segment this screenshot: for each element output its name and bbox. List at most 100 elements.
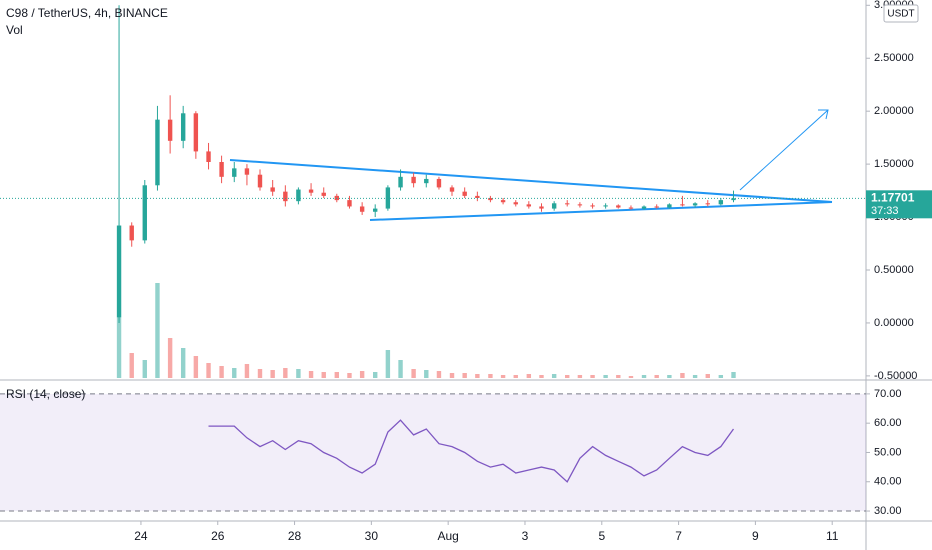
- volume-bar: [590, 375, 595, 378]
- volume-bar: [462, 373, 467, 378]
- candle-body: [257, 174, 263, 188]
- volume-bar: [180, 348, 186, 378]
- x-tick-label: 30: [365, 529, 379, 543]
- currency[interactable]: USDT: [887, 9, 914, 20]
- candle-body: [462, 191, 467, 196]
- trendline-lower: [369, 201, 833, 221]
- y-tick-label: 50.00: [874, 446, 902, 458]
- x-tick-label: 28: [288, 529, 302, 543]
- candle-body: [398, 176, 403, 188]
- y-tick-label: 60.00: [874, 417, 902, 429]
- candle-body: [731, 198, 736, 201]
- volume-bar: [565, 375, 570, 378]
- volume-bar: [347, 373, 352, 378]
- candle-body: [488, 198, 493, 201]
- y-tick-label: 0.00000: [874, 317, 914, 329]
- candle-body: [718, 200, 724, 205]
- volume-bar: [129, 353, 134, 378]
- y-tick-label: 30.00: [874, 505, 902, 517]
- y-tick-label: 0.50000: [874, 264, 914, 276]
- volume-bar: [321, 372, 326, 378]
- candle-body: [590, 205, 595, 207]
- volume-bar: [436, 371, 442, 378]
- candle-body: [270, 187, 275, 192]
- volume-bar: [155, 283, 160, 378]
- x-tick-label: 3: [522, 529, 529, 543]
- candle-body: [628, 207, 634, 209]
- arrow-head: [818, 109, 829, 120]
- volume-bar: [232, 368, 237, 378]
- candle-body: [705, 203, 710, 205]
- volume-bar: [373, 372, 378, 378]
- candle-body: [347, 200, 352, 207]
- volume-bar: [398, 360, 403, 378]
- last-price-box: [866, 190, 932, 219]
- x-tick-label: 24: [134, 529, 148, 543]
- x-tick-label: 7: [675, 529, 682, 543]
- volume-bar: [539, 375, 544, 378]
- candle-body: [308, 189, 314, 193]
- y-tick-label: 2.50000: [874, 52, 914, 64]
- projection-arrow: [739, 109, 829, 191]
- candle-body: [436, 178, 442, 188]
- currency-badge[interactable]: [883, 4, 919, 23]
- volume-bar: [219, 366, 224, 378]
- candle-body: [616, 205, 621, 208]
- volume-bar: [308, 371, 314, 378]
- volume-bar: [705, 374, 710, 378]
- countdown: 37:33: [871, 205, 899, 217]
- candle-body: [321, 192, 326, 196]
- volume-bar: [616, 375, 621, 378]
- volume-bar: [296, 369, 301, 378]
- volume-label: Vol: [6, 23, 23, 37]
- symbol-title: C98 / TetherUS, 4h, BINANCE: [6, 6, 168, 20]
- candle-body: [142, 185, 147, 241]
- volume-bar: [667, 375, 672, 378]
- candle-body: [219, 162, 224, 177]
- last-price-label: 1.17701: [871, 190, 915, 204]
- candle-body: [577, 204, 583, 206]
- rsi-line: [208, 419, 735, 483]
- candle-body: [296, 189, 301, 202]
- volume-bar: [206, 363, 211, 378]
- volume-bar: [475, 374, 480, 378]
- candle-body: [603, 205, 608, 207]
- volume-bar: [167, 338, 173, 378]
- volume-bar: [488, 374, 493, 378]
- candle-body: [232, 168, 237, 177]
- y-tick-label: 40.00: [874, 476, 902, 488]
- candle-body: [206, 151, 211, 162]
- x-tick-label: 11: [826, 529, 839, 543]
- x-tick-label: Aug: [437, 529, 458, 543]
- candle-body: [680, 204, 685, 206]
- candle-body: [565, 203, 570, 205]
- volume-bar: [116, 318, 122, 378]
- candle-body: [373, 208, 378, 212]
- volume-bar: [513, 375, 518, 378]
- volume-bar: [628, 376, 634, 378]
- candle-body: [551, 203, 557, 209]
- candle-body: [513, 202, 518, 205]
- volume-bar: [551, 374, 557, 378]
- volume-bar: [385, 350, 391, 378]
- candle-body: [155, 119, 160, 186]
- volume-bar: [680, 373, 685, 378]
- volume-bar: [411, 369, 416, 378]
- volume-bar: [500, 375, 506, 378]
- candle-body: [129, 225, 134, 241]
- candle-body: [180, 113, 186, 141]
- volume-bar: [270, 370, 275, 378]
- y-tick-label: -0.50000: [874, 370, 917, 382]
- volume-bar: [244, 364, 250, 378]
- volume-bar: [283, 368, 288, 378]
- volume-bar: [334, 372, 339, 378]
- candle-body: [167, 119, 173, 141]
- x-tick-label: 9: [752, 529, 759, 543]
- rsi-title: RSI (14, close): [6, 387, 85, 401]
- y-tick-label: 2.00000: [874, 105, 914, 117]
- candle-body: [449, 187, 455, 192]
- candle-body: [654, 206, 659, 208]
- volume-bar: [142, 360, 147, 378]
- candle-body: [244, 168, 250, 175]
